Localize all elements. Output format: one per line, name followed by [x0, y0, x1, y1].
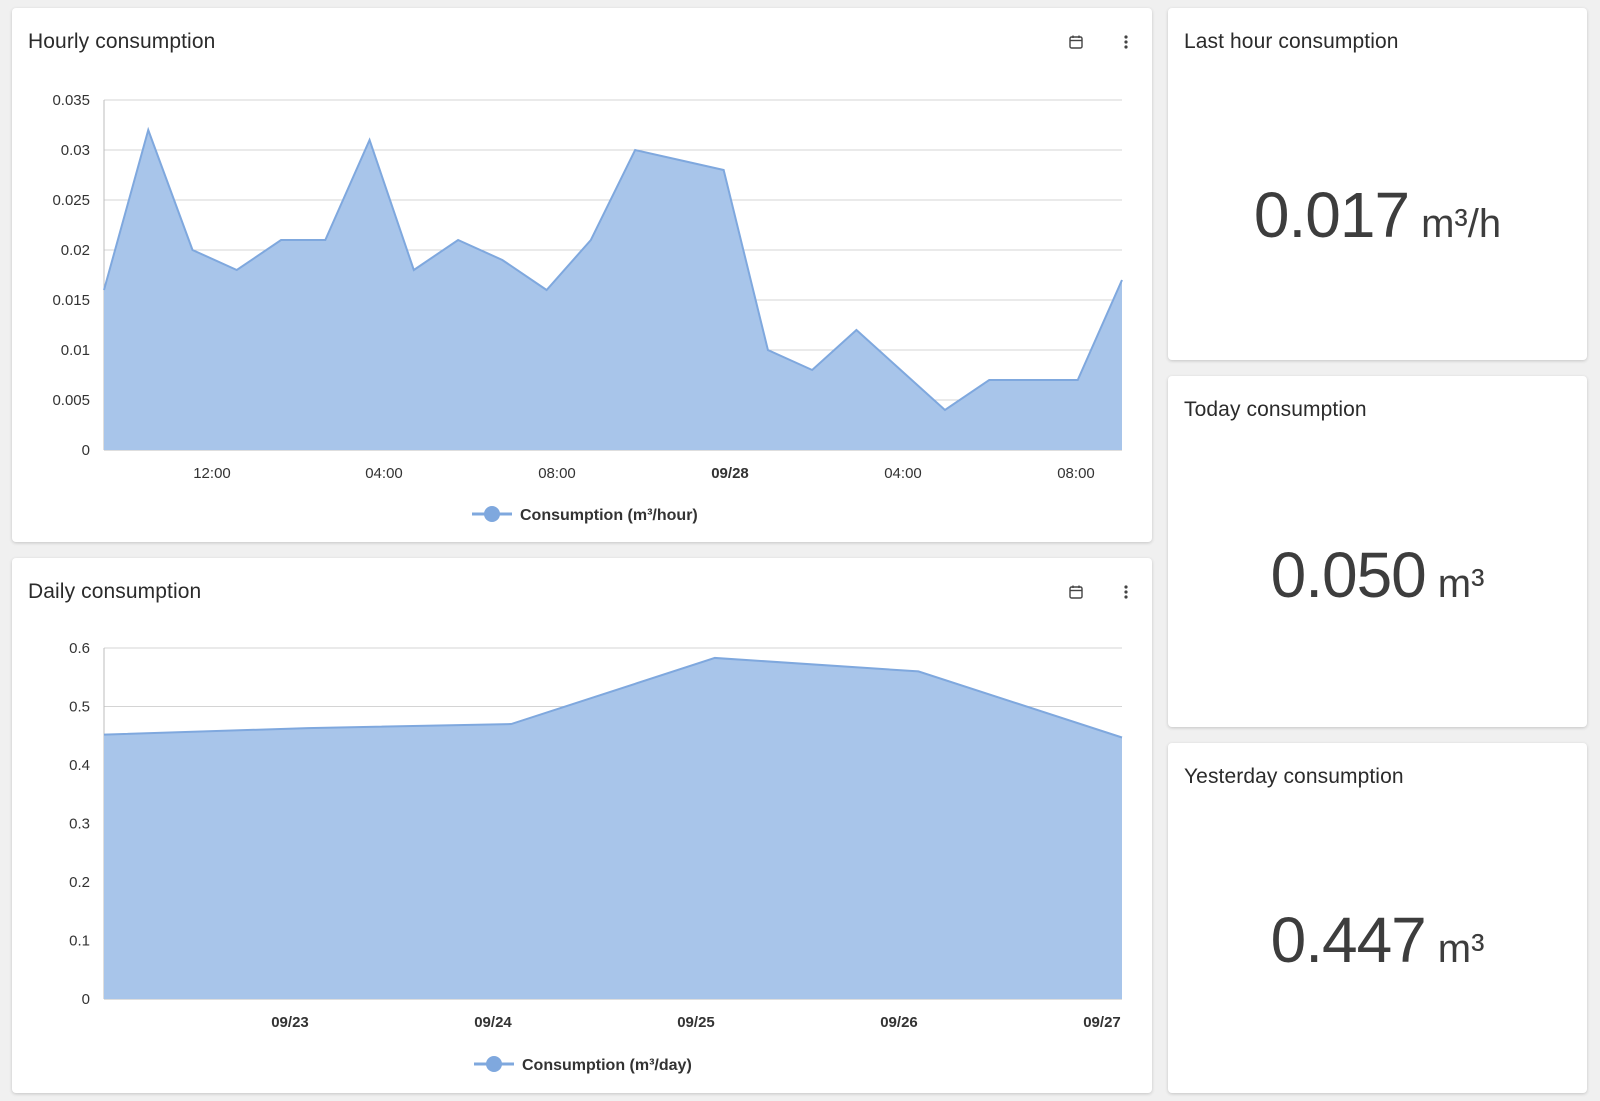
- series-area: [104, 130, 1122, 450]
- today-unit: m³: [1437, 562, 1485, 606]
- last-hour-consumption-card[interactable]: Last hour consumption 0.017 m³/h: [1168, 8, 1587, 360]
- y-tick-label: 0.4: [69, 757, 90, 774]
- calendar-icon[interactable]: [1066, 32, 1086, 52]
- today-consumption-card[interactable]: Today consumption 0.050 m³: [1168, 376, 1587, 727]
- y-tick-label: 0.6: [69, 640, 90, 657]
- legend-marker-icon: [486, 1056, 502, 1072]
- x-tick-label: 09/24: [474, 1014, 512, 1031]
- y-tick-label: 0.025: [52, 192, 90, 209]
- y-tick-label: 0.5: [69, 699, 90, 716]
- daily-card-title: Daily consumption: [28, 580, 202, 603]
- series-line: [103, 656, 1123, 739]
- yesterday-unit: m³: [1437, 927, 1485, 971]
- y-tick-label: 0.015: [52, 292, 90, 309]
- hourly-consumption-chart: 0 0.005 0.01 0.015 0.02 0.025 0.03 0.035 12:00 04…: [52, 92, 1123, 524]
- x-tick-label: 09/28: [711, 465, 749, 482]
- today-value: 0.050 m³: [1168, 538, 1587, 612]
- hourly-consumption-card: Hourly consumption 0 0.005 0.01 0.015 0.02 0.…: [12, 8, 1152, 542]
- y-tick-label: 0.3: [69, 816, 90, 833]
- legend-label: Consumption (m³/day): [522, 1057, 692, 1074]
- legend-label: Consumption (m³/hour): [520, 507, 698, 524]
- x-tick-label: 09/27: [1083, 1014, 1121, 1031]
- last-hour-number: 0.017: [1253, 179, 1410, 251]
- today-title: Today consumption: [1184, 398, 1367, 421]
- y-tick-label: 0.1: [69, 933, 90, 950]
- x-tick-label: 08:00: [1057, 465, 1095, 482]
- more-vert-icon[interactable]: [1116, 32, 1136, 52]
- more-vert-icon[interactable]: [1116, 582, 1136, 602]
- series-line: [103, 126, 1123, 412]
- yesterday-consumption-card[interactable]: Yesterday consumption 0.447 m³: [1168, 743, 1587, 1093]
- chart-legend[interactable]: Consumption (m³/day): [474, 1056, 692, 1074]
- y-tick-label: 0: [82, 991, 90, 1008]
- last-hour-value: 0.017 m³/h: [1168, 178, 1587, 252]
- yesterday-title: Yesterday consumption: [1184, 765, 1404, 788]
- x-tick-label: 04:00: [884, 465, 922, 482]
- x-tick-label: 12:00: [193, 465, 231, 482]
- y-tick-label: 0.02: [61, 242, 90, 259]
- y-tick-label: 0.01: [61, 342, 90, 359]
- last-hour-title: Last hour consumption: [1184, 30, 1399, 53]
- y-tick-label: 0.035: [52, 92, 90, 109]
- x-tick-label: 04:00: [365, 465, 403, 482]
- daily-card-actions: [1066, 582, 1136, 602]
- daily-consumption-chart: 0 0.1 0.2 0.3 0.4 0.5 0.6 09/23 09/24 09/25 09/26 0…: [69, 640, 1123, 1074]
- legend-marker-icon: [484, 506, 500, 522]
- y-tick-label: 0.03: [61, 142, 90, 159]
- x-tick-label: 09/23: [271, 1014, 309, 1031]
- x-tick-label: 09/25: [677, 1014, 715, 1031]
- hourly-card-title: Hourly consumption: [28, 30, 216, 53]
- last-hour-unit: m³/h: [1421, 202, 1502, 246]
- y-tick-label: 0.005: [52, 392, 90, 409]
- y-tick-label: 0.2: [69, 874, 90, 891]
- y-tick-label: 0: [82, 442, 90, 459]
- chart-legend[interactable]: Consumption (m³/hour): [472, 506, 698, 524]
- series-area: [104, 657, 1122, 999]
- calendar-icon[interactable]: [1066, 582, 1086, 602]
- x-tick-label: 08:00: [538, 465, 576, 482]
- daily-consumption-card: Daily consumption 0 0.1 0.2 0.3 0.4 0.5 0.6 09/…: [12, 558, 1152, 1093]
- yesterday-number: 0.447: [1270, 904, 1427, 976]
- today-number: 0.050: [1270, 539, 1427, 611]
- x-tick-label: 09/26: [880, 1014, 918, 1031]
- hourly-card-actions: [1066, 32, 1136, 52]
- yesterday-value: 0.447 m³: [1168, 903, 1587, 977]
